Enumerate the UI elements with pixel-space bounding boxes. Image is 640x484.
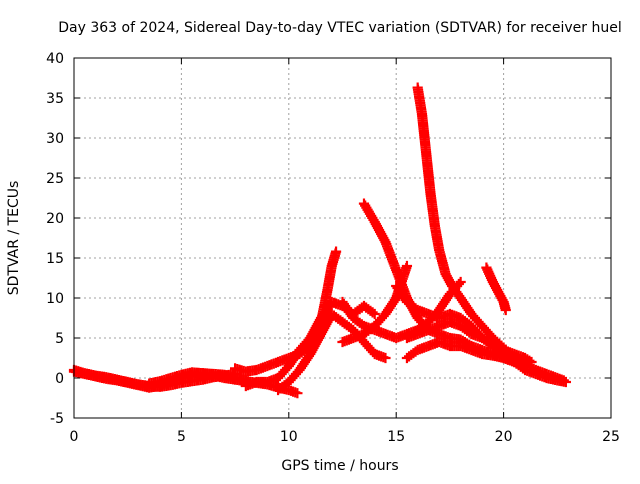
data-point: [369, 308, 380, 320]
y-tick-label-8: 35: [46, 91, 64, 107]
y-tick-label-3: 10: [46, 291, 64, 307]
y-tick-label-5: 20: [46, 211, 64, 227]
x-tick-label-3: 15: [387, 429, 405, 445]
data-point: [380, 352, 391, 364]
x-tick-label-0: 0: [70, 429, 79, 445]
x-axis-label: GPS time / hours: [281, 458, 398, 474]
x-tick-label-4: 20: [495, 429, 513, 445]
series-evening-e: [401, 316, 537, 368]
y-tick-label-4: 15: [46, 251, 64, 267]
data-point: [526, 356, 537, 368]
series-late: [481, 262, 511, 316]
y-tick-label-0: -5: [50, 411, 64, 427]
x-tick-label-1: 5: [177, 429, 186, 445]
data-point: [558, 375, 569, 386]
chart-title: Day 363 of 2024, Sidereal Day-to-day VTE…: [58, 20, 621, 36]
x-tick-label-2: 10: [280, 429, 298, 445]
data-point: [401, 260, 413, 272]
y-tick-label-9: 40: [46, 51, 64, 67]
y-tick-label-7: 30: [46, 131, 64, 147]
data-point: [292, 388, 303, 399]
data-point: [330, 246, 342, 257]
y-axis-label: SDTVAR / TECUs: [6, 181, 22, 296]
x-tick-label-5: 25: [602, 429, 620, 445]
data-point: [455, 276, 466, 288]
y-tick-label-2: 5: [55, 331, 64, 347]
y-tick-label-6: 25: [46, 171, 64, 187]
axis-layer: 0 5 10 15 20 25 -5 0 5 10 15 20 25 30 35 40: [46, 51, 620, 445]
data-layer: [68, 82, 571, 399]
data-point: [500, 304, 511, 316]
y-tick-label-1: 0: [55, 371, 64, 387]
plot-frame: [73, 57, 612, 419]
